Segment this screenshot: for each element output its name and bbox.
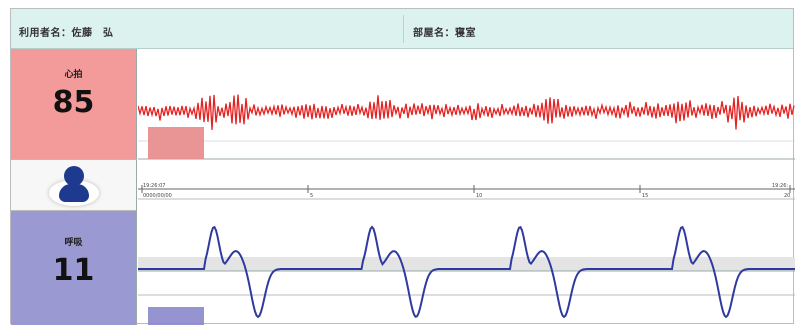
axis-start-date: 0000/00/00 [143, 193, 172, 199]
axis-tick-20: 20 [784, 193, 790, 199]
axis-start-time: 19:26:07 [143, 183, 165, 189]
waveform-chart: 19:26:07 0000/00/00 5 10 15 19:26: 20 [138, 94, 795, 325]
heart-rate-panel: 心拍 85 [11, 49, 137, 159]
heart-rate-waveform [138, 94, 795, 130]
axis-tick-10: 10 [476, 193, 482, 199]
avatar-panel [11, 159, 137, 211]
axis-end-time: 19:26: [772, 183, 788, 189]
person-icon [49, 166, 99, 206]
monitor-window: 利用者名：佐藤 弘 部屋名：寝室 心拍 85 呼吸 11 19:26:07 00… [10, 8, 795, 325]
heart-rate-label: 心拍 [64, 70, 83, 80]
respiration-value: 11 [52, 253, 95, 288]
heart-rate-level-bar [148, 127, 204, 159]
axis-tick-5: 5 [310, 193, 313, 199]
axis-tick-15: 15 [642, 193, 648, 199]
room-name-label: 部屋名：寝室 [413, 28, 476, 39]
info-header: 利用者名：佐藤 弘 部屋名：寝室 [11, 9, 793, 49]
user-name-label: 利用者名：佐藤 弘 [19, 28, 114, 39]
header-divider [403, 15, 404, 43]
respiration-level-bar [148, 307, 204, 325]
respiration-waveform [138, 225, 795, 319]
respiration-label: 呼吸 [64, 238, 83, 248]
respiration-panel: 呼吸 11 [11, 211, 137, 325]
heart-rate-value: 85 [52, 85, 95, 120]
